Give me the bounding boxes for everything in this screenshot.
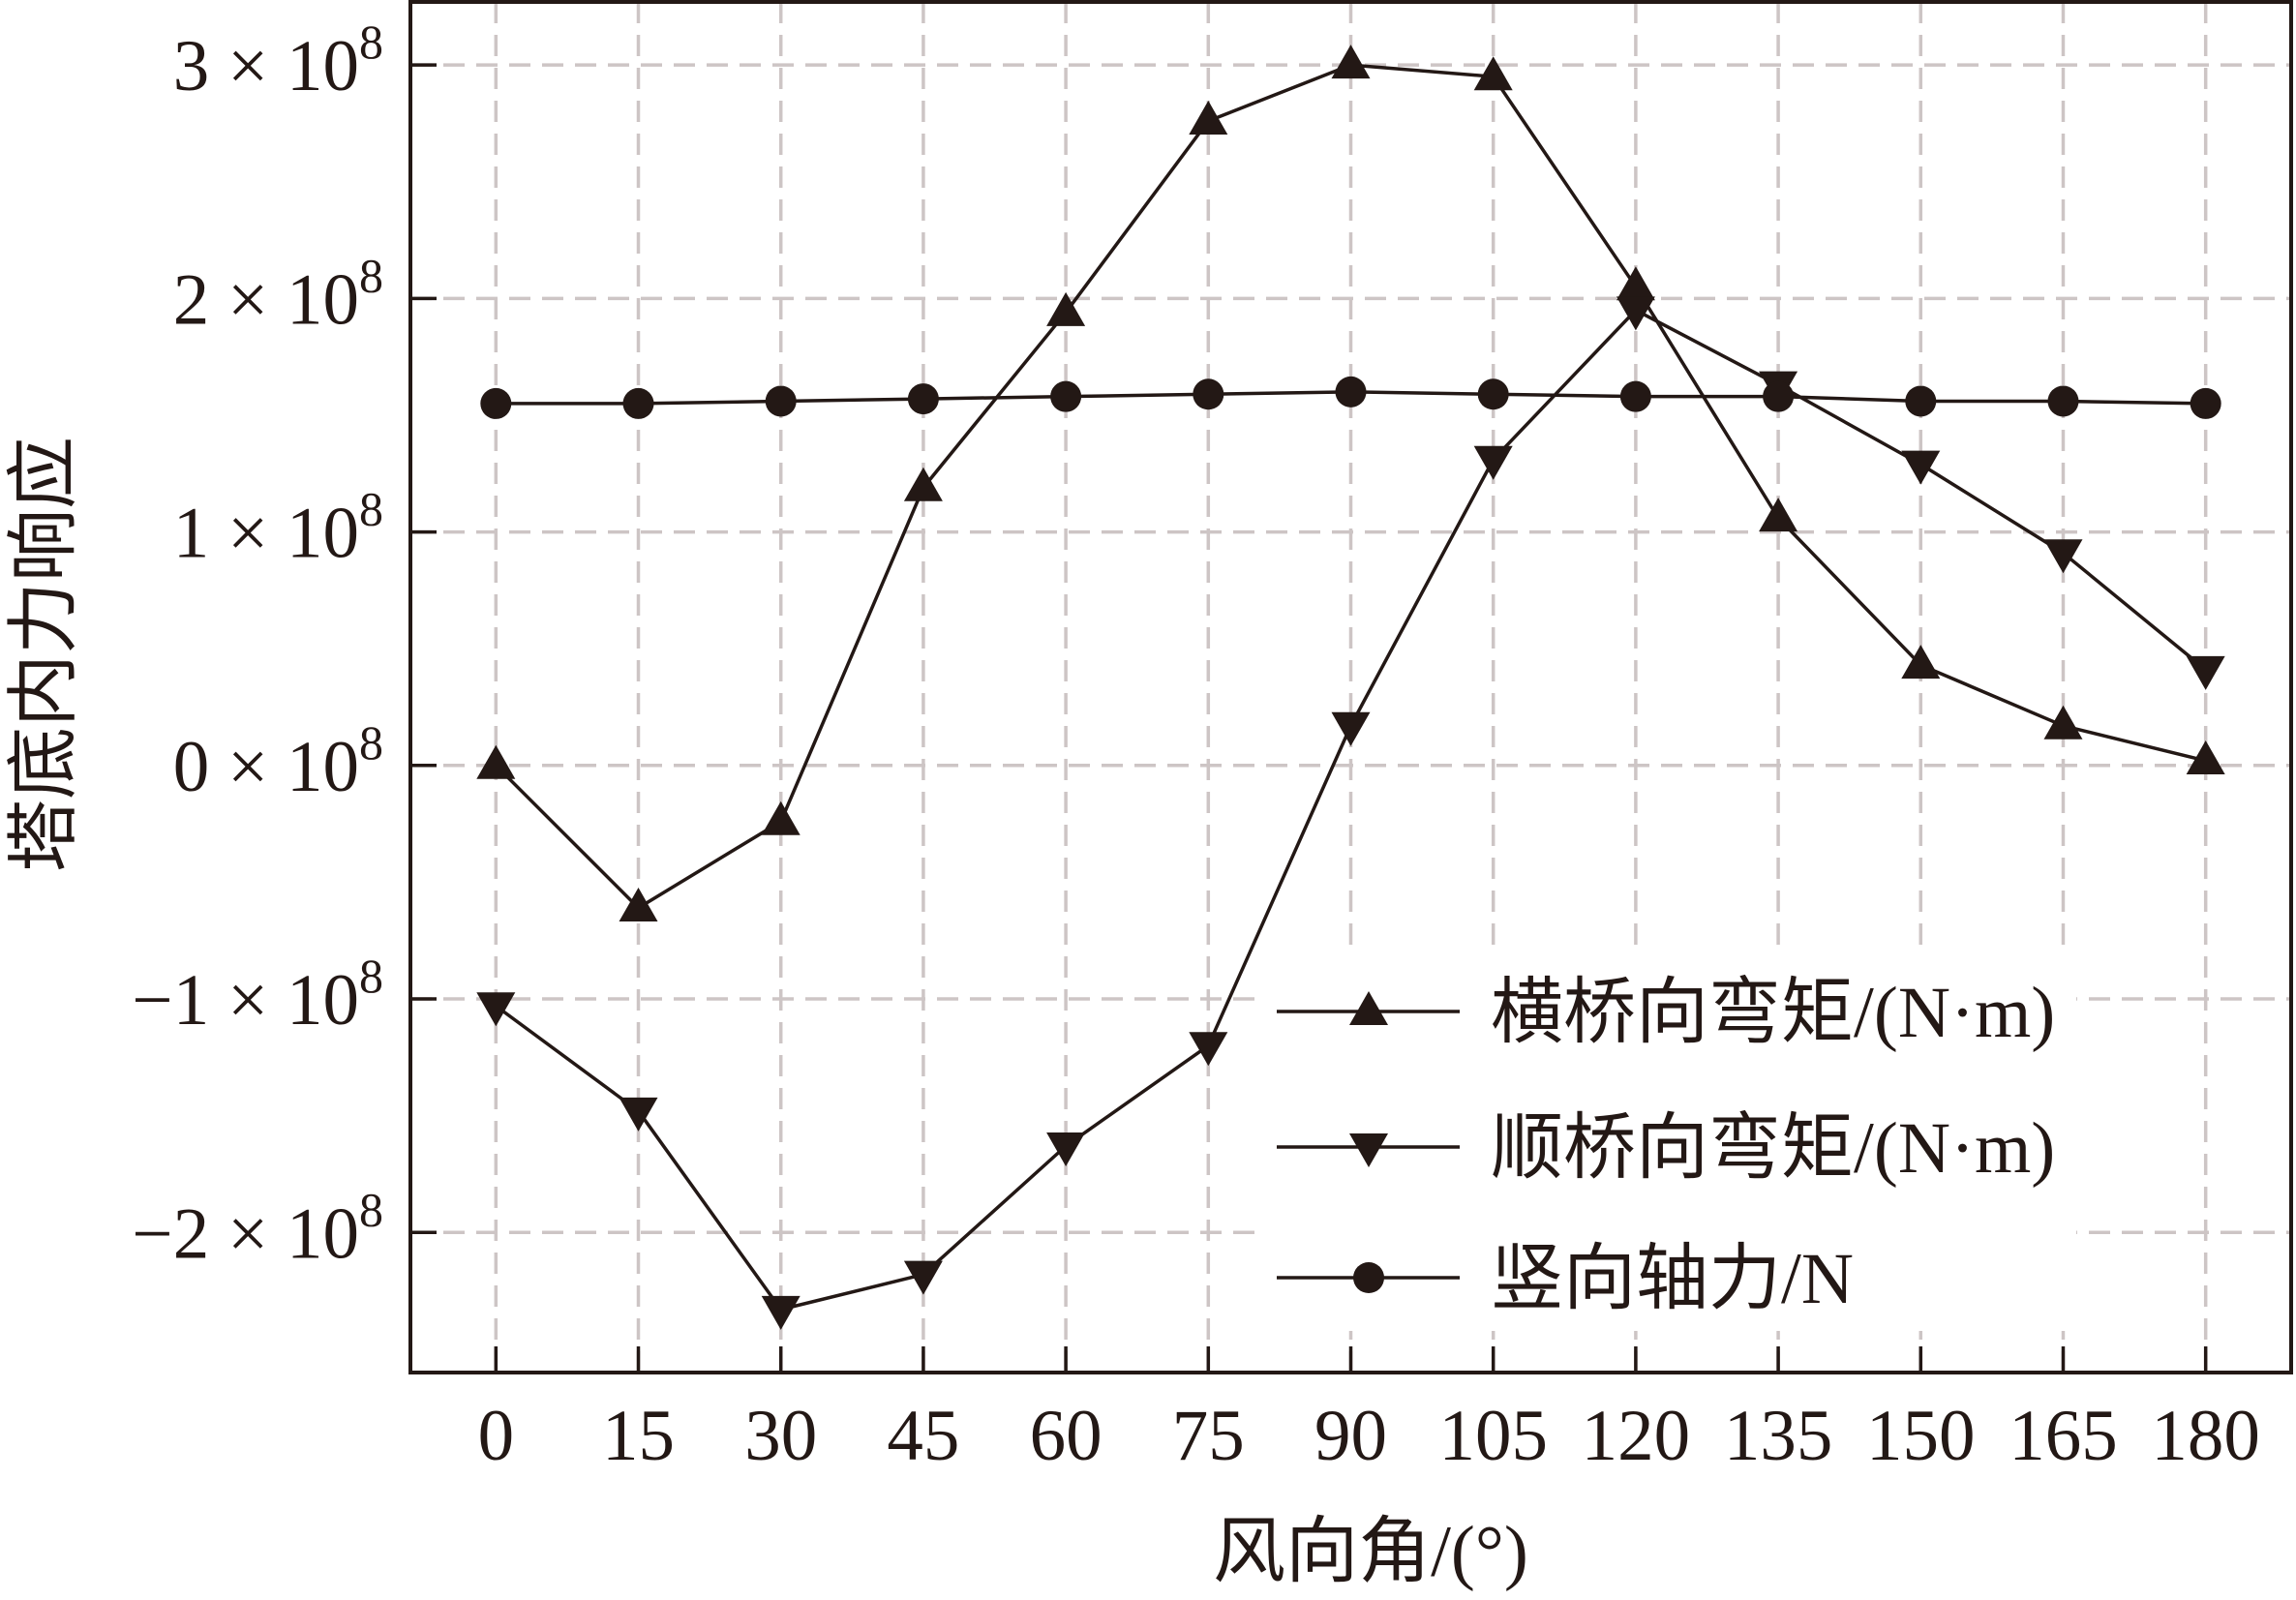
y-tick-label: 0 × 108 (173, 715, 383, 807)
transverse-bending-moment-series (476, 45, 2225, 921)
legend-marker-transverse-bending-moment (1349, 991, 1388, 1025)
y-tick-label-base: 2 × 10 (173, 259, 359, 340)
vertical-axial-force-point (1763, 380, 1795, 412)
transverse-bending-moment-point (761, 800, 801, 835)
vertical-axial-force-point (1335, 376, 1367, 408)
transverse-bending-moment-point (1189, 101, 1228, 136)
transverse-bending-moment-line (495, 63, 2207, 910)
y-tick-label-exponent: 8 (359, 248, 383, 302)
transverse-bending-moment-point (1473, 56, 1513, 91)
longitudinal-bending-moment-series (476, 296, 2225, 1330)
y-tick-label-base: 3 × 10 (173, 26, 359, 106)
vertical-axial-force-point (480, 387, 512, 419)
y-tick-label-exponent: 8 (359, 715, 383, 770)
x-tick-label: 120 (1582, 1396, 1691, 1476)
vertical-axial-force-point (1193, 378, 1224, 410)
vertical-axial-force-point (765, 385, 797, 417)
y-tick-label: 3 × 108 (173, 15, 383, 106)
y-tick-label: −1 × 108 (132, 949, 383, 1041)
longitudinal-bending-moment-point (1189, 1032, 1228, 1067)
vertical-axial-force-series (480, 376, 2221, 419)
transverse-bending-moment-point (1046, 291, 1086, 326)
tick-marks (410, 63, 2208, 1373)
longitudinal-bending-moment-point (1046, 1132, 1086, 1167)
longitudinal-bending-moment-point (2043, 539, 2083, 574)
y-tick-label-base: 1 × 10 (173, 494, 359, 574)
transverse-bending-moment-point (2043, 705, 2083, 740)
y-tick-label-exponent: 8 (359, 482, 383, 536)
x-axis-label: 风向角/(°) (1213, 1512, 1528, 1592)
vertical-axial-force-point (1477, 378, 1509, 410)
y-tick-label: 1 × 108 (173, 482, 383, 574)
y-tick-label-base: 0 × 10 (173, 727, 359, 807)
longitudinal-bending-moment-point (1616, 296, 1655, 331)
legend-label-vertical-axial-force: 竖向轴力/N (1491, 1239, 1854, 1319)
x-tick-label: 0 (478, 1396, 515, 1476)
x-tick-label: 60 (1030, 1396, 1103, 1476)
longitudinal-bending-moment-point (761, 1295, 801, 1330)
transverse-bending-moment-point (1331, 45, 1371, 79)
transverse-bending-moment-point (1616, 266, 1655, 301)
legend-label-transverse-bending-moment: 横桥向弯矩/(N·m) (1491, 973, 2055, 1053)
x-tick-label: 75 (1172, 1396, 1245, 1476)
vertical-axial-force-point (907, 383, 939, 415)
x-tick-label: 90 (1314, 1396, 1387, 1476)
y-tick-label-base: −1 × 10 (132, 960, 359, 1041)
x-tick-label: 150 (1866, 1396, 1976, 1476)
longitudinal-bending-moment-point (2186, 655, 2225, 690)
x-tick-label: 135 (1724, 1396, 1833, 1476)
vertical-axial-force-point (622, 387, 654, 419)
y-tick-label-exponent: 8 (359, 15, 383, 69)
legend: 横桥向弯矩/(N·m) 顺桥向弯矩/(N·m) 竖向轴力/N (1259, 949, 2076, 1331)
transverse-bending-moment-point (903, 467, 943, 501)
legend-marker-vertical-axial-force (1353, 1262, 1384, 1293)
y-tick-label-exponent: 8 (359, 1182, 383, 1236)
vertical-axial-force-point (2190, 387, 2221, 419)
longitudinal-bending-moment-point (476, 992, 516, 1027)
vertical-axial-force-point (1050, 380, 1082, 412)
longitudinal-bending-moment-point (1331, 711, 1371, 746)
longitudinal-bending-moment-point (1901, 450, 1941, 485)
x-tick-label: 105 (1438, 1396, 1548, 1476)
legend-swatches (1277, 991, 1460, 1293)
x-tick-label: 30 (744, 1396, 817, 1476)
plot-frame (408, 0, 2293, 1374)
x-tick-label: 165 (2009, 1396, 2118, 1476)
transverse-bending-moment-point (1901, 645, 1941, 679)
x-tick-label: 180 (2151, 1396, 2260, 1476)
transverse-bending-moment-point (476, 744, 516, 779)
y-tick-label-base: −2 × 10 (132, 1193, 359, 1274)
longitudinal-bending-moment-point (619, 1097, 658, 1132)
y-tick-label: 2 × 108 (173, 248, 383, 340)
x-tick-label: 45 (887, 1396, 959, 1476)
x-tick-labels: 0 15 30 45 60 75 90 105 120 135 150 165 180 (478, 1396, 2260, 1476)
series (476, 45, 2225, 1330)
transverse-bending-moment-point (2186, 740, 2225, 774)
y-axis-label: 塔底内力响应 (5, 437, 85, 872)
legend-marker-longitudinal-bending-moment (1349, 1133, 1388, 1167)
transverse-bending-moment-point (619, 887, 658, 921)
legend-label-longitudinal-bending-moment: 顺桥向弯矩/(N·m) (1491, 1108, 2055, 1189)
longitudinal-bending-moment-point (1473, 445, 1513, 480)
vertical-axial-force-point (2047, 385, 2079, 417)
longitudinal-bending-moment-point (903, 1260, 943, 1295)
y-tick-label: −2 × 108 (132, 1182, 383, 1274)
x-tick-label: 15 (602, 1396, 675, 1476)
vertical-axial-force-point (1619, 380, 1651, 412)
transverse-bending-moment-point (1759, 498, 1798, 532)
vertical-axial-force-point (1905, 385, 1937, 417)
y-tick-label-exponent: 8 (359, 949, 383, 1003)
